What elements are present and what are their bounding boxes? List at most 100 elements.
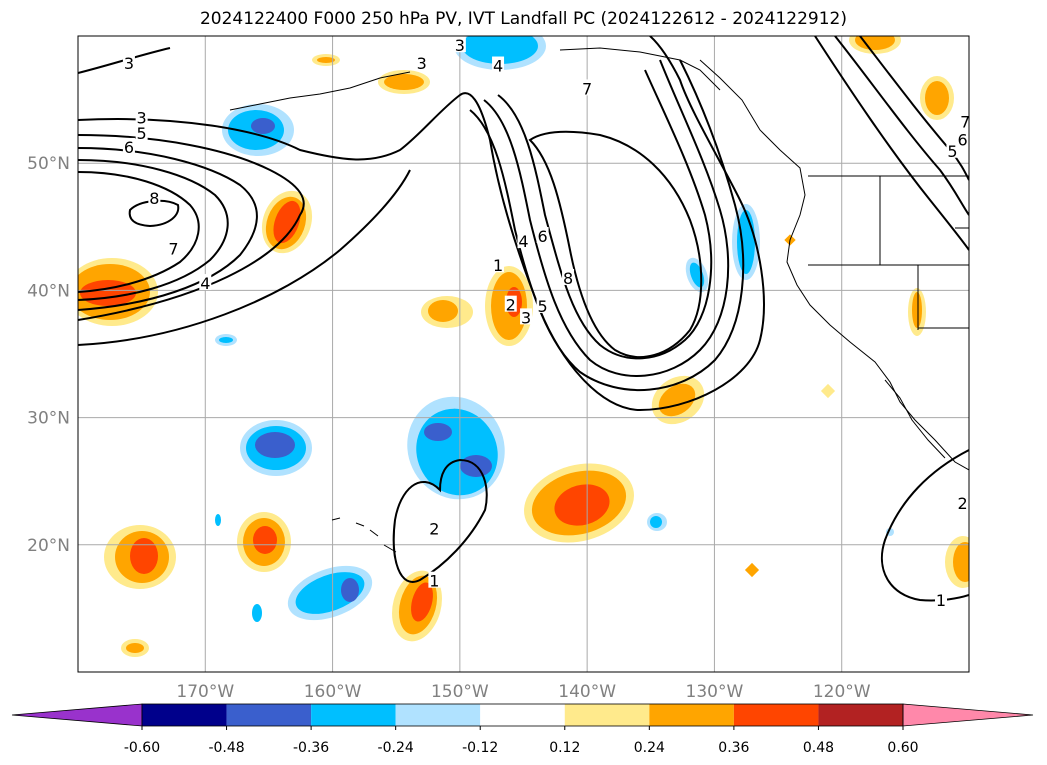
contour-label: 6 bbox=[124, 138, 134, 157]
contour-label-bg bbox=[415, 53, 428, 70]
pv-contour bbox=[392, 458, 488, 583]
colorbar-tick-label: 0.24 bbox=[634, 740, 665, 756]
contour-label-bg bbox=[135, 108, 148, 125]
aleutian-islands bbox=[229, 71, 411, 111]
lon-tick-label: 140°W bbox=[558, 682, 616, 702]
contour-label-bg bbox=[956, 130, 969, 147]
colorbar-extend-high bbox=[902, 703, 1034, 727]
contour-label-bg bbox=[199, 274, 212, 291]
contour-label: 2 bbox=[958, 494, 968, 513]
contour-label: 3 bbox=[521, 308, 531, 327]
contour-label: 4 bbox=[518, 232, 528, 251]
contour-label-bg bbox=[536, 226, 549, 243]
contour-label-bg bbox=[148, 188, 161, 205]
alaska-coast bbox=[559, 47, 721, 91]
pv-contour bbox=[483, 59, 730, 377]
pv-contour bbox=[78, 169, 411, 346]
north-america-coast bbox=[699, 59, 969, 471]
lat-tick-label: 20°N bbox=[27, 536, 70, 556]
contour-label: 5 bbox=[137, 124, 147, 143]
colorbar-segment bbox=[395, 704, 481, 726]
pv-contour bbox=[834, 36, 969, 216]
pv-contour bbox=[859, 36, 969, 181]
contour-label-bg bbox=[428, 519, 441, 536]
contour-label-bg bbox=[562, 268, 575, 285]
lon-tick-labels: 170°W 160°W 150°W 140°W 130°W 120°W bbox=[176, 682, 870, 702]
colorbar: -0.60 -0.48 -0.36 -0.24 -0.12 0.12 0.24 0.36 0.4… bbox=[11, 703, 1034, 756]
contour-label: 4 bbox=[493, 57, 503, 76]
positive-anomaly-160w bbox=[261, 190, 313, 254]
contour-label-bg bbox=[504, 295, 517, 312]
contour-label: 3 bbox=[137, 109, 147, 128]
contour-label: 3 bbox=[455, 36, 465, 55]
contour-label: 1 bbox=[493, 256, 503, 275]
contour-label-bg bbox=[453, 36, 466, 53]
contour-label: 1 bbox=[936, 591, 946, 610]
contour-label: 2 bbox=[429, 520, 439, 539]
contour-label: 7 bbox=[582, 79, 592, 98]
contour-label: 8 bbox=[563, 269, 573, 288]
colorbar-tick-label: -0.12 bbox=[462, 740, 498, 756]
lat-tick-label: 40°N bbox=[27, 281, 70, 301]
lon-tick-label: 170°W bbox=[176, 682, 234, 702]
contour-label-bg bbox=[946, 141, 959, 158]
contour-label-bg bbox=[122, 53, 135, 70]
colorbar-tick-label: 0.48 bbox=[803, 740, 834, 756]
contour-label-bg bbox=[517, 232, 530, 249]
positive-anomaly-north bbox=[312, 36, 954, 120]
lat-tick-label: 50°N bbox=[27, 154, 70, 174]
colorbar-tick-label: -0.36 bbox=[293, 740, 329, 756]
hawaii-islands bbox=[331, 517, 397, 553]
contour-label-bg bbox=[934, 590, 947, 607]
gridlines bbox=[78, 36, 969, 672]
pv-contour bbox=[469, 59, 745, 391]
contour-label: 3 bbox=[417, 54, 427, 73]
lat-tick-label: 30°N bbox=[27, 409, 70, 429]
contour-label: 3 bbox=[124, 54, 134, 73]
colorbar-tick-label: 0.12 bbox=[549, 740, 580, 756]
contour-label: 4 bbox=[200, 274, 210, 293]
colorbar-segment bbox=[480, 704, 565, 726]
pv-contour bbox=[497, 69, 713, 360]
contour-label: 6 bbox=[958, 130, 968, 149]
plot-frame bbox=[77, 35, 970, 673]
contour-label: 7 bbox=[168, 240, 178, 259]
colorbar-tick-label: -0.60 bbox=[124, 740, 160, 756]
pv-contour bbox=[78, 171, 200, 293]
colorbar-segment bbox=[226, 704, 312, 726]
contour-label-bg bbox=[492, 256, 505, 273]
colorbar-tick-label: -0.24 bbox=[378, 740, 414, 756]
positive-anomaly-subtropics bbox=[104, 234, 969, 657]
contour-label-bg bbox=[536, 296, 549, 313]
colorbar-frame bbox=[141, 703, 904, 727]
contour-label-bg bbox=[520, 308, 533, 325]
colorbar-segment bbox=[649, 704, 734, 726]
lon-tick-label: 120°W bbox=[813, 682, 871, 702]
contour-label-bg bbox=[492, 56, 505, 73]
contour-label-bg bbox=[581, 79, 594, 96]
contour-label-bg bbox=[959, 112, 969, 129]
contour-label-bg bbox=[428, 571, 441, 588]
colorbar-extend-low bbox=[11, 703, 143, 727]
contour-label: 5 bbox=[537, 297, 547, 316]
pv-contour bbox=[814, 36, 969, 251]
colorbar-segment bbox=[564, 704, 650, 726]
lon-tick-label: 130°W bbox=[686, 682, 744, 702]
contour-label-bg bbox=[167, 239, 180, 256]
contour-label-bg bbox=[122, 137, 135, 154]
map-title: 2024122400 F000 250 hPa PV, IVT Landfall… bbox=[199, 9, 847, 29]
contour-label: 8 bbox=[149, 189, 159, 208]
contour-label: 2 bbox=[506, 296, 516, 315]
pv-contour bbox=[78, 159, 229, 301]
state-borders bbox=[808, 176, 969, 330]
colorbar-segment bbox=[818, 704, 903, 726]
colorbar-segment bbox=[311, 704, 396, 726]
colorbar-segment bbox=[142, 704, 227, 726]
lat-tick-labels: 20°N 30°N 40°N 50°N bbox=[27, 154, 70, 556]
colorbar-segment bbox=[733, 704, 819, 726]
pv-contour bbox=[78, 147, 258, 311]
colorbar-tick-label: -0.48 bbox=[208, 740, 244, 756]
